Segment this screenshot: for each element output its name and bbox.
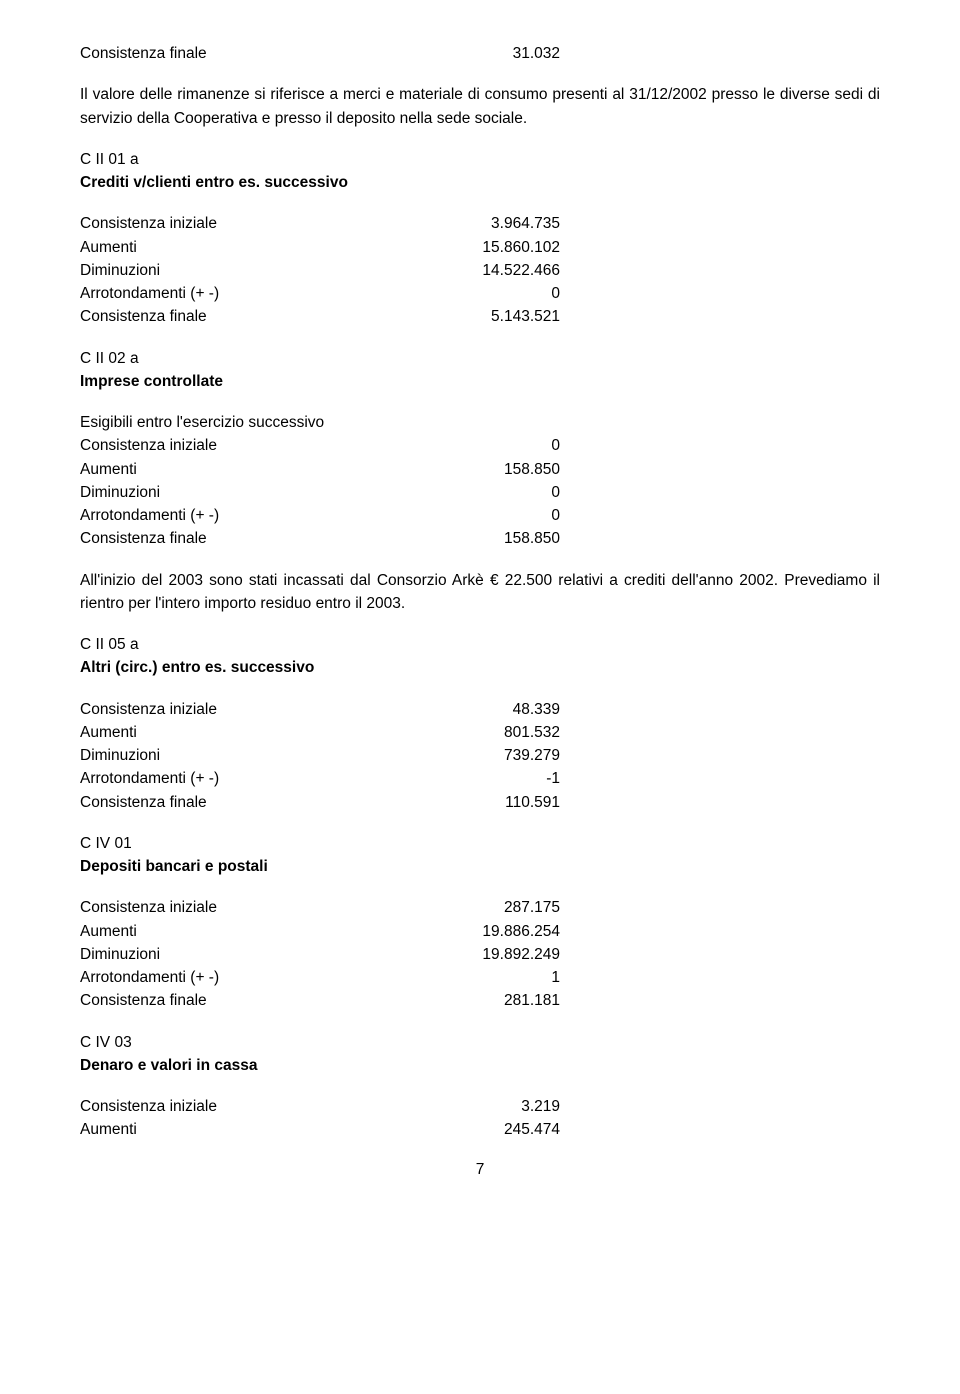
row-label: Consistenza iniziale	[80, 434, 400, 457]
row-value: 739.279	[400, 744, 560, 767]
table-row: Consistenza finale 110.591	[80, 791, 880, 814]
section-code: C IV 03	[80, 1031, 880, 1054]
row-value: 245.474	[400, 1118, 560, 1141]
row-label: Arrotondamenti (+ -)	[80, 767, 400, 790]
row-value: 3.964.735	[400, 212, 560, 235]
row-value: 19.886.254	[400, 920, 560, 943]
table-row: Consistenza iniziale 3.219	[80, 1095, 880, 1118]
row-value: 5.143.521	[400, 305, 560, 328]
row-value: 48.339	[400, 698, 560, 721]
row-value: 19.892.249	[400, 943, 560, 966]
table-row: Aumenti 801.532	[80, 721, 880, 744]
row-value: 1	[400, 966, 560, 989]
row-label: Diminuzioni	[80, 744, 400, 767]
row-label: Consistenza iniziale	[80, 896, 400, 919]
row-label: Consistenza iniziale	[80, 212, 400, 235]
table-row: Consistenza iniziale 48.339	[80, 698, 880, 721]
table-row: Arrotondamenti (+ -) 1	[80, 966, 880, 989]
table-row: Diminuzioni 14.522.466	[80, 259, 880, 282]
table-row: Aumenti 15.860.102	[80, 236, 880, 259]
table-row: Aumenti 245.474	[80, 1118, 880, 1141]
table-row: Diminuzioni 0	[80, 481, 880, 504]
row-value: 158.850	[400, 527, 560, 550]
section-code: C II 02 a	[80, 347, 880, 370]
table-row: Aumenti 19.886.254	[80, 920, 880, 943]
row-value: 3.219	[400, 1095, 560, 1118]
row-label: Aumenti	[80, 721, 400, 744]
header-row: Consistenza finale 31.032	[80, 42, 880, 65]
row-value: -1	[400, 767, 560, 790]
section-code: C IV 01	[80, 832, 880, 855]
row-label: Arrotondamenti (+ -)	[80, 504, 400, 527]
row-value: 281.181	[400, 989, 560, 1012]
section-title: Crediti v/clienti entro es. successivo	[80, 171, 880, 194]
row-label: Consistenza finale	[80, 305, 400, 328]
row-label: Arrotondamenti (+ -)	[80, 966, 400, 989]
table-row: Consistenza iniziale 3.964.735	[80, 212, 880, 235]
row-value: 0	[400, 504, 560, 527]
header-label: Consistenza finale	[80, 42, 400, 65]
section-subhead: Esigibili entro l'esercizio successivo	[80, 411, 880, 434]
row-value: 15.860.102	[400, 236, 560, 259]
row-value: 110.591	[400, 791, 560, 814]
row-label: Aumenti	[80, 236, 400, 259]
row-label: Diminuzioni	[80, 943, 400, 966]
table-row: Consistenza finale 281.181	[80, 989, 880, 1012]
table-row: Arrotondamenti (+ -) 0	[80, 504, 880, 527]
section-code: C II 05 a	[80, 633, 880, 656]
intro-paragraph: Il valore delle rimanenze si riferisce a…	[80, 83, 880, 130]
table-row: Consistenza iniziale 0	[80, 434, 880, 457]
table-row: Consistenza finale 158.850	[80, 527, 880, 550]
row-label: Consistenza finale	[80, 791, 400, 814]
table-row: Arrotondamenti (+ -) 0	[80, 282, 880, 305]
row-value: 0	[400, 282, 560, 305]
row-label: Aumenti	[80, 920, 400, 943]
section-title: Denaro e valori in cassa	[80, 1054, 880, 1077]
row-label: Consistenza finale	[80, 989, 400, 1012]
row-label: Consistenza iniziale	[80, 698, 400, 721]
header-value: 31.032	[400, 42, 560, 65]
row-label: Consistenza iniziale	[80, 1095, 400, 1118]
page-number: 7	[80, 1158, 880, 1181]
section-title: Imprese controllate	[80, 370, 880, 393]
table-row: Diminuzioni 19.892.249	[80, 943, 880, 966]
row-value: 0	[400, 434, 560, 457]
row-value: 801.532	[400, 721, 560, 744]
row-label: Aumenti	[80, 458, 400, 481]
row-label: Consistenza finale	[80, 527, 400, 550]
table-row: Aumenti 158.850	[80, 458, 880, 481]
table-row: Consistenza finale 5.143.521	[80, 305, 880, 328]
table-row: Arrotondamenti (+ -) -1	[80, 767, 880, 790]
row-value: 287.175	[400, 896, 560, 919]
row-label: Diminuzioni	[80, 481, 400, 504]
row-value: 158.850	[400, 458, 560, 481]
table-row: Diminuzioni 739.279	[80, 744, 880, 767]
row-label: Diminuzioni	[80, 259, 400, 282]
row-value: 14.522.466	[400, 259, 560, 282]
section-title: Altri (circ.) entro es. successivo	[80, 656, 880, 679]
mid-paragraph: All'inizio del 2003 sono stati incassati…	[80, 569, 880, 616]
section-code: C II 01 a	[80, 148, 880, 171]
section-title: Depositi bancari e postali	[80, 855, 880, 878]
row-label: Arrotondamenti (+ -)	[80, 282, 400, 305]
row-value: 0	[400, 481, 560, 504]
row-label: Aumenti	[80, 1118, 400, 1141]
table-row: Consistenza iniziale 287.175	[80, 896, 880, 919]
